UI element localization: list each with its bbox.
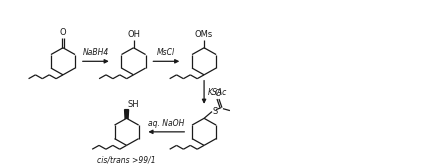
Text: S: S	[212, 107, 217, 116]
Polygon shape	[125, 110, 129, 118]
Text: MsCl: MsCl	[157, 48, 175, 57]
Text: KSAc: KSAc	[208, 88, 227, 97]
Text: SH: SH	[128, 100, 139, 109]
Text: cis/trans >99/1: cis/trans >99/1	[97, 155, 156, 164]
Text: O: O	[215, 89, 221, 98]
Text: OH: OH	[127, 30, 140, 39]
Text: aq. NaOH: aq. NaOH	[148, 119, 184, 128]
Text: O: O	[60, 28, 66, 37]
Text: OMs: OMs	[195, 30, 213, 39]
Text: NaBH4: NaBH4	[83, 48, 109, 57]
